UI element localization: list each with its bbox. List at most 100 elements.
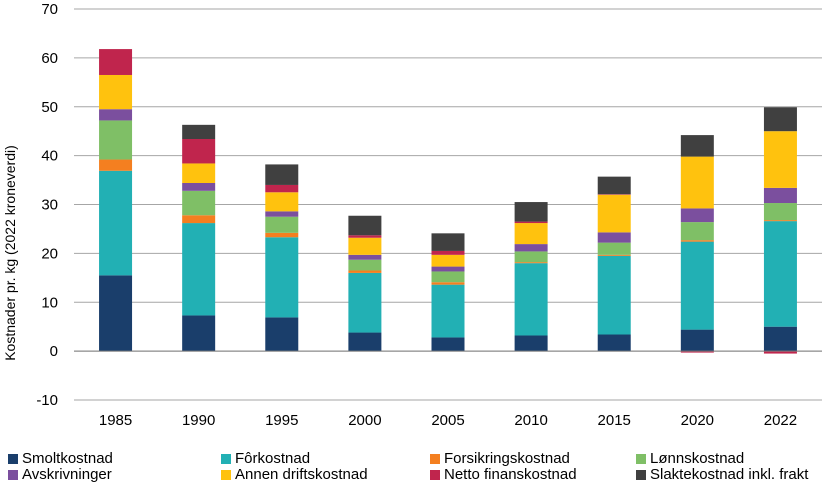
legend-item: Smoltkostnad	[8, 450, 113, 467]
bar-segment	[514, 335, 548, 352]
bar-segment	[680, 329, 714, 352]
bar-segment	[597, 255, 631, 335]
legend-swatch	[430, 453, 440, 464]
bar-segment	[182, 190, 216, 216]
y-tick-label: 40	[41, 148, 58, 165]
bar-segment	[431, 250, 465, 255]
legend-label: Slaktekostnad inkl. frakt	[650, 466, 809, 483]
bar-segment	[265, 237, 299, 318]
bar-segment	[348, 237, 382, 255]
x-tick-label: 2005	[431, 412, 464, 429]
y-tick-label: 50	[41, 99, 58, 116]
legend-swatch	[636, 469, 646, 480]
bar-segment	[680, 156, 714, 209]
bar-segment	[265, 164, 299, 185]
bar-segment	[99, 159, 133, 171]
bar-segment	[763, 351, 797, 354]
legend-item: Netto finanskostnad	[430, 466, 577, 483]
bar-segment	[431, 233, 465, 251]
legend: Smoltkostnad Fôrkostnad Forsikringskostnad…	[0, 448, 827, 484]
bar-segment	[431, 266, 465, 272]
bar-segment	[514, 263, 548, 336]
y-tick-label: 60	[41, 50, 58, 67]
bar-segment	[431, 254, 465, 267]
legend-label: Forsikringskostnad	[444, 450, 570, 467]
bar-segment	[99, 109, 133, 121]
bar-segment	[431, 337, 465, 352]
bar-segment	[514, 244, 548, 252]
bar-stacks	[99, 49, 797, 354]
bar-segment	[99, 170, 133, 276]
legend-item: Annen driftskostnad	[221, 466, 368, 483]
legend-label: Netto finanskostnad	[444, 466, 577, 483]
legend-label: Lønnskostnad	[650, 450, 745, 467]
x-tick-label: 2022	[764, 412, 797, 429]
bar-segment	[680, 351, 714, 353]
bar-segment	[597, 254, 631, 256]
bar-segment	[182, 139, 216, 164]
bar-segment	[597, 176, 631, 195]
bar-segment	[182, 315, 216, 352]
bar-segment	[348, 259, 382, 271]
bar-segment	[680, 208, 714, 223]
bar-segment	[265, 216, 299, 233]
x-tick-labels: 1985 1990 1995 2000 2005 2010 2015 2020 2022	[99, 412, 797, 429]
bar-segment	[431, 282, 465, 285]
bar-segment	[348, 235, 382, 238]
y-tick-labels: -10 0 10 20 30 40 50 60 70	[36, 1, 58, 409]
legend-swatch	[8, 469, 18, 480]
bar-segment	[348, 254, 382, 260]
bar-segment	[265, 184, 299, 193]
legend-item: Forsikringskostnad	[430, 450, 570, 467]
bar-segment	[597, 242, 631, 255]
bar-segment	[182, 124, 216, 140]
x-tick-label: 2015	[598, 412, 631, 429]
bar-segment	[431, 284, 465, 338]
stacked-bar-chart: -10 0 10 20 30 40 50 60 70 1985 1990 1995 2000 2005 2…	[2, 1, 822, 429]
y-tick-label: -10	[36, 392, 58, 409]
legend-swatch	[221, 469, 231, 480]
x-tick-label: 1985	[99, 412, 132, 429]
bar-segment	[182, 163, 216, 183]
legend-item: Slaktekostnad inkl. frakt	[636, 466, 808, 483]
legend-label: Avskrivninger	[22, 466, 112, 483]
x-tick-label: 2000	[348, 412, 381, 429]
bar-segment	[182, 215, 216, 224]
bar-segment	[763, 107, 797, 132]
bar-segment	[514, 221, 548, 224]
legend-item: Fôrkostnad	[221, 450, 310, 467]
x-tick-label: 2020	[681, 412, 714, 429]
bar-segment	[763, 221, 797, 327]
bar-segment	[680, 241, 714, 330]
bar-segment	[763, 203, 797, 221]
y-tick-label: 10	[41, 294, 58, 311]
bar-segment	[99, 120, 133, 160]
bar-segment	[597, 334, 631, 352]
bar-segment	[99, 275, 133, 352]
x-tick-label: 2010	[514, 412, 547, 429]
y-tick-label: 20	[41, 245, 58, 262]
legend-swatch	[636, 453, 646, 464]
bar-segment	[597, 194, 631, 233]
bar-segment	[348, 332, 382, 352]
bar-segment	[182, 182, 216, 191]
y-tick-label: 0	[50, 343, 58, 360]
bar-segment	[514, 202, 548, 222]
bar-segment	[763, 131, 797, 188]
bar-segment	[597, 232, 631, 243]
legend-label: Annen driftskostnad	[235, 466, 368, 483]
bar-segment	[348, 272, 382, 333]
bar-segment	[597, 194, 631, 195]
bar-segment	[431, 271, 465, 283]
legend-item: Avskrivninger	[8, 466, 112, 483]
legend-label: Fôrkostnad	[235, 450, 311, 467]
bar-segment	[348, 215, 382, 236]
bar-segment	[514, 223, 548, 245]
legend-item: Lønnskostnad	[636, 450, 744, 467]
bar-segment	[514, 251, 548, 263]
bar-segment	[763, 187, 797, 204]
bar-segment	[763, 326, 797, 352]
bar-segment	[182, 223, 216, 316]
x-tick-label: 1990	[182, 412, 215, 429]
bar-segment	[99, 74, 133, 110]
